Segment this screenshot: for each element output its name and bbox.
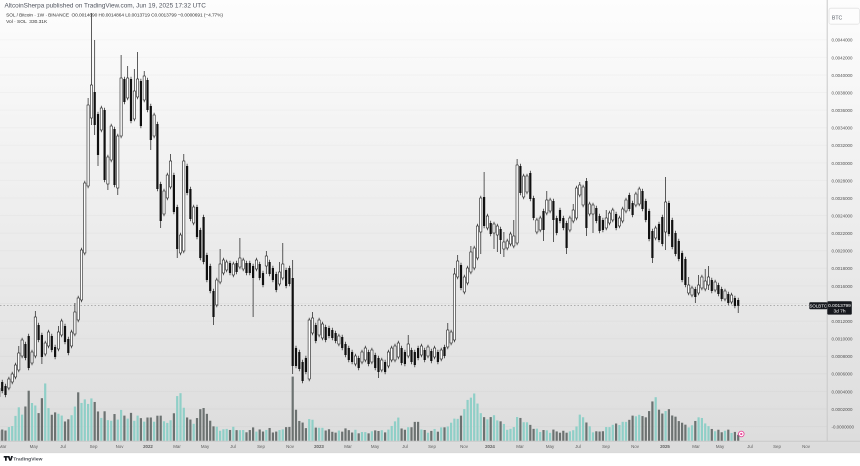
svg-text:2025: 2025 <box>660 444 670 449</box>
svg-text:SOL / Bitcoin · 1W · BINANCE: SOL / Bitcoin · 1W · BINANCE O0.0014690 … <box>6 13 223 19</box>
svg-text:Nov: Nov <box>286 444 295 449</box>
svg-text:0.0022000: 0.0022000 <box>832 231 854 236</box>
svg-text:0.0012000: 0.0012000 <box>832 319 854 324</box>
svg-text:Nov: Nov <box>116 444 125 449</box>
svg-text:0.0004000: 0.0004000 <box>832 389 854 394</box>
svg-text:0.0024000: 0.0024000 <box>832 214 854 219</box>
svg-text:Nov: Nov <box>631 444 640 449</box>
svg-text:Sep: Sep <box>90 444 98 449</box>
svg-text:2022: 2022 <box>143 444 153 449</box>
svg-text:May: May <box>201 444 210 449</box>
svg-text:0.0036000: 0.0036000 <box>832 108 854 113</box>
svg-text:May: May <box>546 444 555 449</box>
svg-text:-0.0000000: -0.0000000 <box>832 425 855 430</box>
svg-text:2023: 2023 <box>314 444 324 449</box>
svg-text:0.0008000: 0.0008000 <box>832 354 854 359</box>
svg-text:0.0030000: 0.0030000 <box>832 161 854 166</box>
svg-text:TradingView: TradingView <box>13 456 42 462</box>
svg-text:0.0032000: 0.0032000 <box>832 143 854 148</box>
svg-text:May: May <box>30 444 39 449</box>
svg-text:0.0013799: 0.0013799 <box>828 303 851 309</box>
svg-text:Mar: Mar <box>516 444 524 449</box>
svg-text:2024: 2024 <box>485 444 495 449</box>
svg-text:0.0026000: 0.0026000 <box>832 196 854 201</box>
svg-text:0.0010000: 0.0010000 <box>832 337 854 342</box>
svg-text:AltcoinSherpa published on Tra: AltcoinSherpa published on TradingView.c… <box>5 2 207 9</box>
svg-text:SOLBTC: SOLBTC <box>810 303 828 308</box>
svg-text:0.0044000: 0.0044000 <box>832 38 854 43</box>
svg-text:BTC: BTC <box>832 16 843 22</box>
svg-text:Jul: Jul <box>402 444 408 449</box>
svg-text:3d 7h: 3d 7h <box>833 309 845 315</box>
svg-text:Nov: Nov <box>460 444 469 449</box>
svg-text:0.0006000: 0.0006000 <box>832 372 854 377</box>
svg-text:0.0042000: 0.0042000 <box>832 55 854 60</box>
svg-text:Sep: Sep <box>428 444 436 449</box>
svg-text:Mar: Mar <box>692 444 700 449</box>
svg-text:0.0034000: 0.0034000 <box>832 126 854 131</box>
svg-text:Mar: Mar <box>344 444 352 449</box>
svg-text:Jul: Jul <box>60 444 66 449</box>
svg-text:0.0020000: 0.0020000 <box>832 249 854 254</box>
svg-text:Sep: Sep <box>773 444 781 449</box>
svg-text:Jul: Jul <box>575 444 581 449</box>
svg-text:0.0038000: 0.0038000 <box>832 90 854 95</box>
svg-text:Mar: Mar <box>173 444 181 449</box>
svg-text:Mar: Mar <box>0 444 7 449</box>
svg-text:0.0016000: 0.0016000 <box>832 284 854 289</box>
svg-text:Sep: Sep <box>257 444 265 449</box>
svg-text:May: May <box>716 444 725 449</box>
svg-text:Sep: Sep <box>602 444 610 449</box>
svg-text:0.0002000: 0.0002000 <box>832 407 854 412</box>
svg-text:0.0018000: 0.0018000 <box>832 266 854 271</box>
svg-text:Vol · SOL 330.31K: Vol · SOL 330.31K <box>6 19 48 25</box>
svg-text:May: May <box>371 444 380 449</box>
svg-text:Jul: Jul <box>747 444 753 449</box>
svg-text:Nov: Nov <box>802 444 811 449</box>
svg-text:0.0028000: 0.0028000 <box>832 178 854 183</box>
svg-text:Jul: Jul <box>230 444 236 449</box>
svg-text:0.0040000: 0.0040000 <box>832 73 854 78</box>
